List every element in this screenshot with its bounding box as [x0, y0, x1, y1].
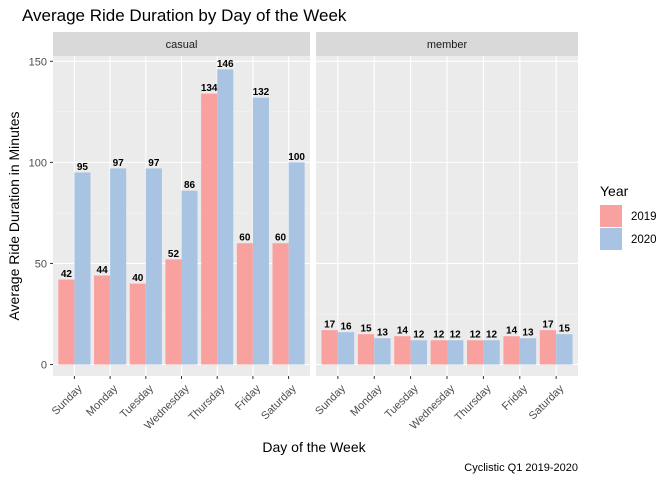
legend: Year 2019 2020 — [600, 183, 657, 250]
bar-member-2020-wednesday — [447, 340, 464, 365]
bar-value-label: 40 — [132, 273, 144, 284]
bar-value-label: 134 — [201, 83, 218, 94]
bar-member-2019-friday — [503, 336, 520, 365]
facet-panels: casual 42 44 40 52 134 60 60 95 97 97 86 146 132 100 Su… — [50, 32, 578, 432]
bar-value-label: 14 — [506, 326, 518, 337]
y-tick-label: 50 — [35, 258, 47, 270]
bar-value-label: 12 — [413, 330, 425, 341]
bar-value-label: 95 — [77, 162, 89, 173]
bar-value-label: 60 — [275, 233, 287, 244]
x-tick-label: Saturday — [259, 382, 299, 422]
bar-value-label: 15 — [360, 324, 372, 335]
bar-value-label: 100 — [288, 152, 305, 163]
bar-value-label: 44 — [97, 265, 109, 276]
bar-member-2019-tuesday — [394, 336, 411, 365]
bar-member-2019-saturday — [539, 330, 557, 365]
legend-title: Year — [600, 183, 629, 199]
bar-value-label: 97 — [148, 158, 160, 169]
bar-casual-2020-tuesday — [145, 168, 162, 365]
x-axis-title: Day of the Week — [262, 439, 366, 455]
y-tick-label: 0 — [41, 360, 47, 372]
bar-member-2019-monday — [357, 334, 375, 365]
legend-label-2020: 2020 — [631, 234, 657, 246]
y-tick-label: 150 — [29, 56, 47, 68]
bar-member-2020-monday — [374, 338, 391, 365]
bar-casual-2020-friday — [252, 97, 269, 365]
bar-casual-2020-thursday — [217, 69, 234, 365]
y-tick-label: 100 — [29, 157, 47, 169]
x-tick-label: Sunday — [313, 382, 348, 417]
legend-key-2020 — [600, 228, 622, 250]
bar-value-label: 86 — [184, 180, 196, 191]
legend-label-2019: 2019 — [631, 211, 657, 223]
bar-member-2019-sunday — [321, 330, 338, 365]
bar-value-label: 146 — [217, 59, 234, 70]
x-tick-label: Saturday — [527, 382, 567, 422]
bar-casual-2019-saturday — [272, 243, 289, 365]
bar-casual-2020-monday — [110, 168, 127, 365]
bar-value-label: 14 — [397, 326, 409, 337]
y-axis-title: Average Ride Duration in Minutes — [6, 111, 22, 320]
y-axis: 0 50 100 150 — [29, 56, 53, 372]
bar-value-label: 12 — [470, 330, 482, 341]
bar-member-2020-tuesday — [410, 340, 427, 365]
bar-value-label: 12 — [450, 330, 462, 341]
bar-value-label: 16 — [340, 322, 352, 333]
bar-casual-2020-sunday — [74, 172, 91, 365]
bar-value-label: 12 — [486, 330, 498, 341]
bar-value-label: 52 — [168, 249, 180, 260]
bar-member-2020-friday — [519, 338, 537, 365]
bar-member-2020-saturday — [556, 334, 573, 365]
x-tick-label: Friday — [500, 382, 530, 412]
bar-value-label: 97 — [113, 158, 125, 169]
facet-strip-label: casual — [166, 39, 198, 51]
bar-value-label: 60 — [239, 233, 251, 244]
facet-strip-member — [316, 32, 578, 56]
bar-casual-2020-saturday — [288, 162, 305, 365]
x-tick-label: Monday — [348, 382, 385, 419]
bar-casual-2019-friday — [236, 243, 253, 365]
facet-strip-casual — [53, 32, 310, 56]
facet-panel-casual: casual 42 44 40 52 134 60 60 95 97 97 86 146 132 100 Su… — [50, 32, 310, 432]
bar-casual-2019-tuesday — [129, 283, 146, 365]
bar-value-label: 42 — [61, 269, 73, 280]
bar-member-2020-sunday — [337, 332, 355, 365]
chart-caption: Cyclistic Q1 2019-2020 — [464, 462, 578, 474]
bar-casual-2019-thursday — [201, 93, 218, 365]
x-tick-label: Friday — [233, 382, 263, 412]
bar-value-label: 12 — [433, 330, 445, 341]
bar-casual-2020-wednesday — [181, 190, 198, 365]
bar-value-label: 13 — [522, 328, 534, 339]
facet-panel-member: member 17 15 14 12 12 14 17 16 13 12 12 12 13 15 Sunday… — [313, 32, 578, 432]
bar-value-label: 132 — [253, 87, 270, 98]
bar-value-label: 17 — [542, 320, 554, 331]
bar-member-2019-wednesday — [430, 340, 447, 365]
bar-casual-2019-monday — [94, 275, 111, 365]
bar-casual-2019-sunday — [58, 279, 75, 365]
x-tick-label: Thursday — [186, 382, 227, 423]
bar-value-label: 15 — [559, 324, 571, 335]
bar-casual-2019-wednesday — [165, 259, 182, 365]
x-tick-label: Sunday — [50, 382, 85, 417]
x-tick-label: Monday — [84, 382, 121, 419]
bar-value-label: 17 — [324, 320, 336, 331]
bar-member-2019-thursday — [467, 340, 484, 365]
chart-title: Average Ride Duration by Day of the Week — [22, 6, 347, 25]
x-tick-label: Thursday — [453, 382, 494, 423]
legend-key-2019 — [600, 205, 622, 227]
bar-value-label: 13 — [377, 328, 389, 339]
facet-strip-label: member — [427, 39, 468, 51]
bar-member-2020-thursday — [483, 340, 500, 365]
